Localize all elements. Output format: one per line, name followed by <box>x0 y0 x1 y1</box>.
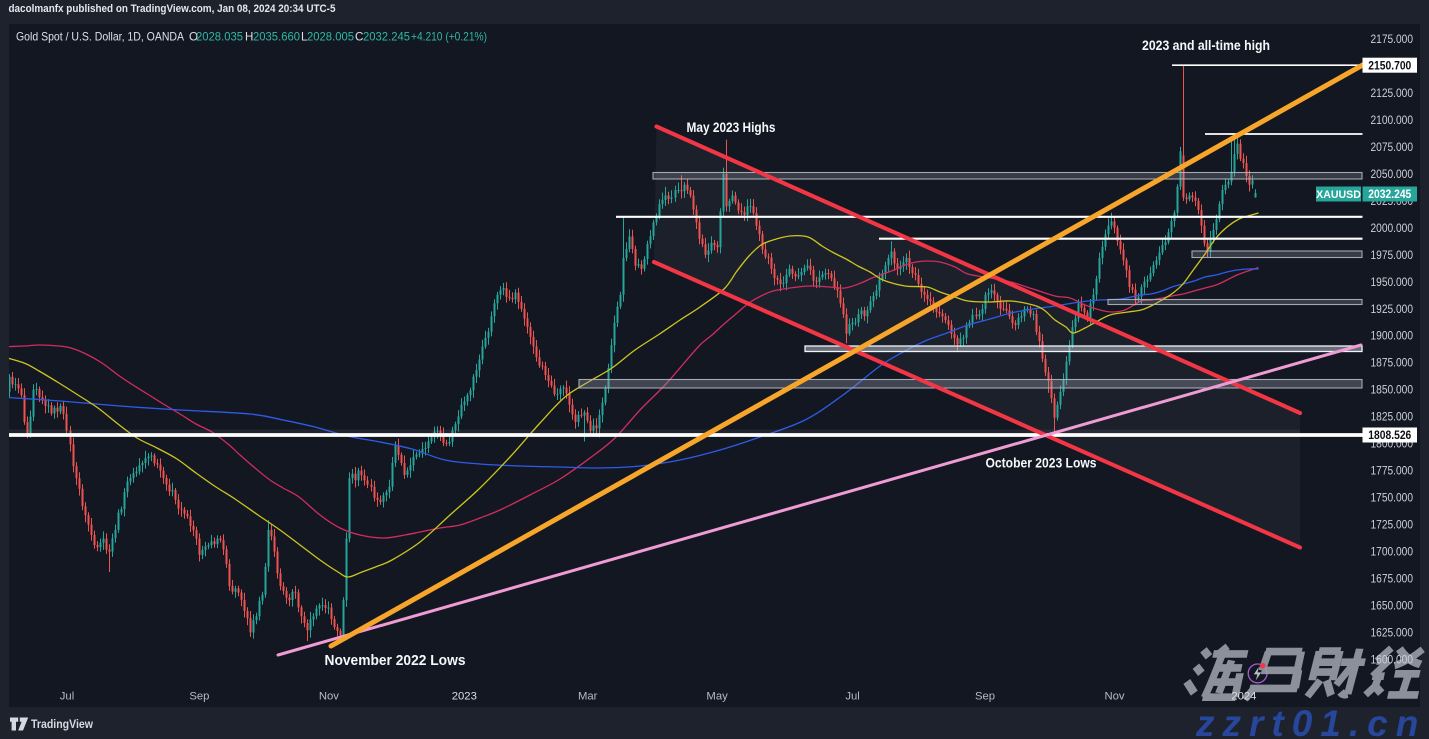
svg-text:Nov: Nov <box>1104 691 1124 703</box>
svg-text:1808.526: 1808.526 <box>1368 430 1411 442</box>
svg-text:1600.000: 1600.000 <box>1371 654 1414 666</box>
svg-text:2024: 2024 <box>1231 691 1256 703</box>
svg-text:2050.000: 2050.000 <box>1371 169 1414 181</box>
svg-text:May: May <box>706 691 728 703</box>
svg-text:1700.000: 1700.000 <box>1371 547 1414 559</box>
svg-text:2028.005: 2028.005 <box>307 31 354 44</box>
svg-text:2023: 2023 <box>452 691 477 703</box>
svg-text:2000.000: 2000.000 <box>1371 223 1414 235</box>
svg-text:2100.000: 2100.000 <box>1371 115 1414 127</box>
svg-text:O: O <box>189 31 198 44</box>
svg-text:+4.210 (+0.21%): +4.210 (+0.21%) <box>411 31 487 44</box>
svg-text:1900.000: 1900.000 <box>1371 331 1414 343</box>
svg-text:1975.000: 1975.000 <box>1371 250 1414 262</box>
svg-text:1675.000: 1675.000 <box>1371 574 1414 586</box>
svg-text:November 2022 Lows: November 2022 Lows <box>325 652 466 669</box>
svg-text:1925.000: 1925.000 <box>1371 304 1414 316</box>
svg-text:2075.000: 2075.000 <box>1371 142 1414 154</box>
svg-text:2125.000: 2125.000 <box>1371 88 1414 100</box>
svg-text:Gold Spot / U.S. Dollar, 1D, O: Gold Spot / U.S. Dollar, 1D, OANDA <box>16 31 184 44</box>
svg-text:1825.000: 1825.000 <box>1371 412 1414 424</box>
svg-text:zzrt01.cn: zzrt01.cn <box>1195 703 1426 739</box>
svg-text:Mar: Mar <box>578 691 598 703</box>
svg-text:2028.035: 2028.035 <box>196 31 243 44</box>
svg-text:2150.700: 2150.700 <box>1368 60 1411 72</box>
svg-text:1875.000: 1875.000 <box>1371 358 1414 370</box>
svg-text:1650.000: 1650.000 <box>1371 601 1414 613</box>
svg-text:dacolmanfx published on Tradin: dacolmanfx published on TradingView.com,… <box>9 3 336 15</box>
svg-text:Jul: Jul <box>845 691 859 703</box>
svg-text:1775.000: 1775.000 <box>1371 466 1414 478</box>
svg-text:1725.000: 1725.000 <box>1371 520 1414 532</box>
svg-text:C: C <box>355 31 363 44</box>
svg-text:Sep: Sep <box>975 691 995 703</box>
svg-text:May 2023 Highs: May 2023 Highs <box>687 120 776 135</box>
svg-text:TradingView: TradingView <box>31 717 94 731</box>
svg-text:2032.245: 2032.245 <box>363 31 410 44</box>
svg-text:L: L <box>301 31 308 44</box>
svg-text:2023 and all-time high: 2023 and all-time high <box>1142 38 1270 53</box>
svg-text:1750.000: 1750.000 <box>1371 493 1414 505</box>
svg-text:Nov: Nov <box>319 691 339 703</box>
svg-text:1950.000: 1950.000 <box>1371 277 1414 289</box>
svg-text:H: H <box>245 31 253 44</box>
svg-text:October 2023 Lows: October 2023 Lows <box>986 456 1097 471</box>
svg-text:2175.000: 2175.000 <box>1371 34 1414 46</box>
svg-text:XAUUSD: XAUUSD <box>1316 189 1361 201</box>
svg-text:Jul: Jul <box>60 691 74 703</box>
svg-text:Sep: Sep <box>189 691 209 703</box>
svg-text:2032.245: 2032.245 <box>1368 189 1412 201</box>
svg-text:1625.000: 1625.000 <box>1371 627 1414 639</box>
svg-text:1850.000: 1850.000 <box>1371 385 1414 397</box>
svg-text:2035.660: 2035.660 <box>253 31 300 44</box>
